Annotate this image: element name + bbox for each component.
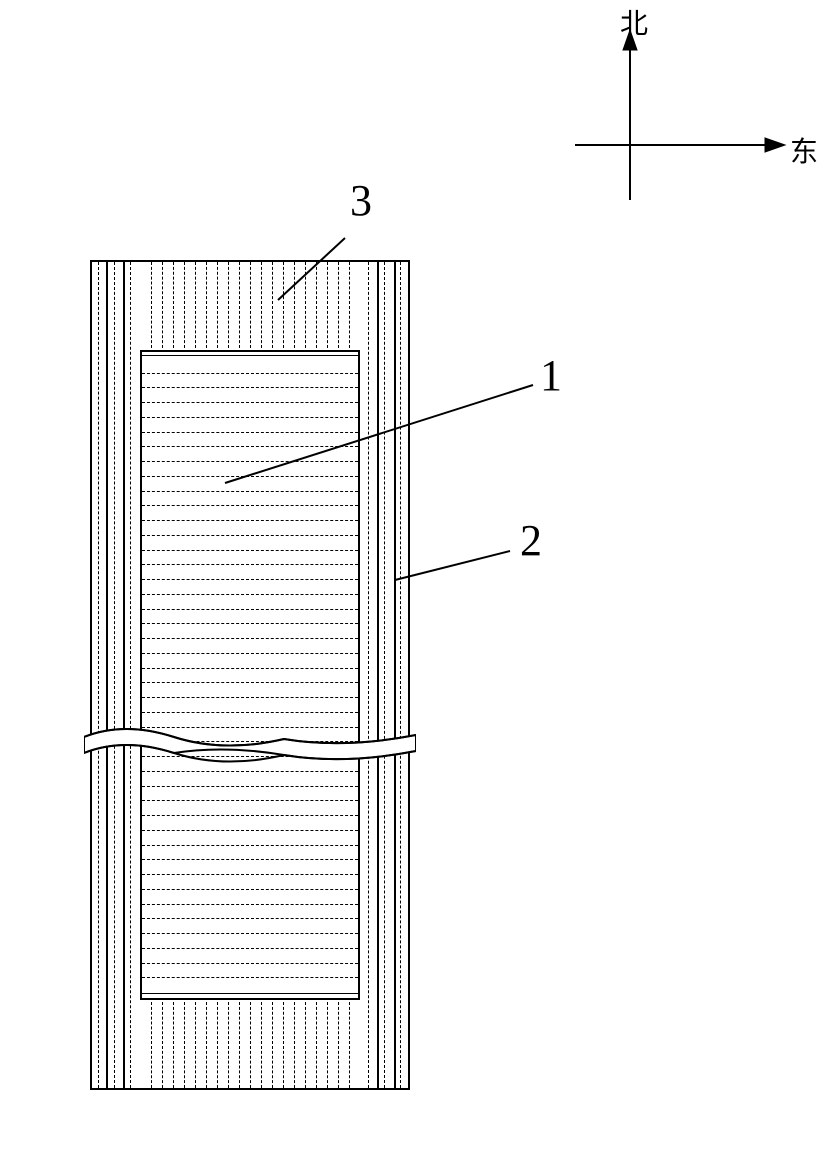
annotation-3: 3	[350, 175, 372, 226]
leader-lines	[0, 0, 838, 1151]
annotation-2: 2	[520, 515, 542, 566]
annotation-1: 1	[540, 350, 562, 401]
